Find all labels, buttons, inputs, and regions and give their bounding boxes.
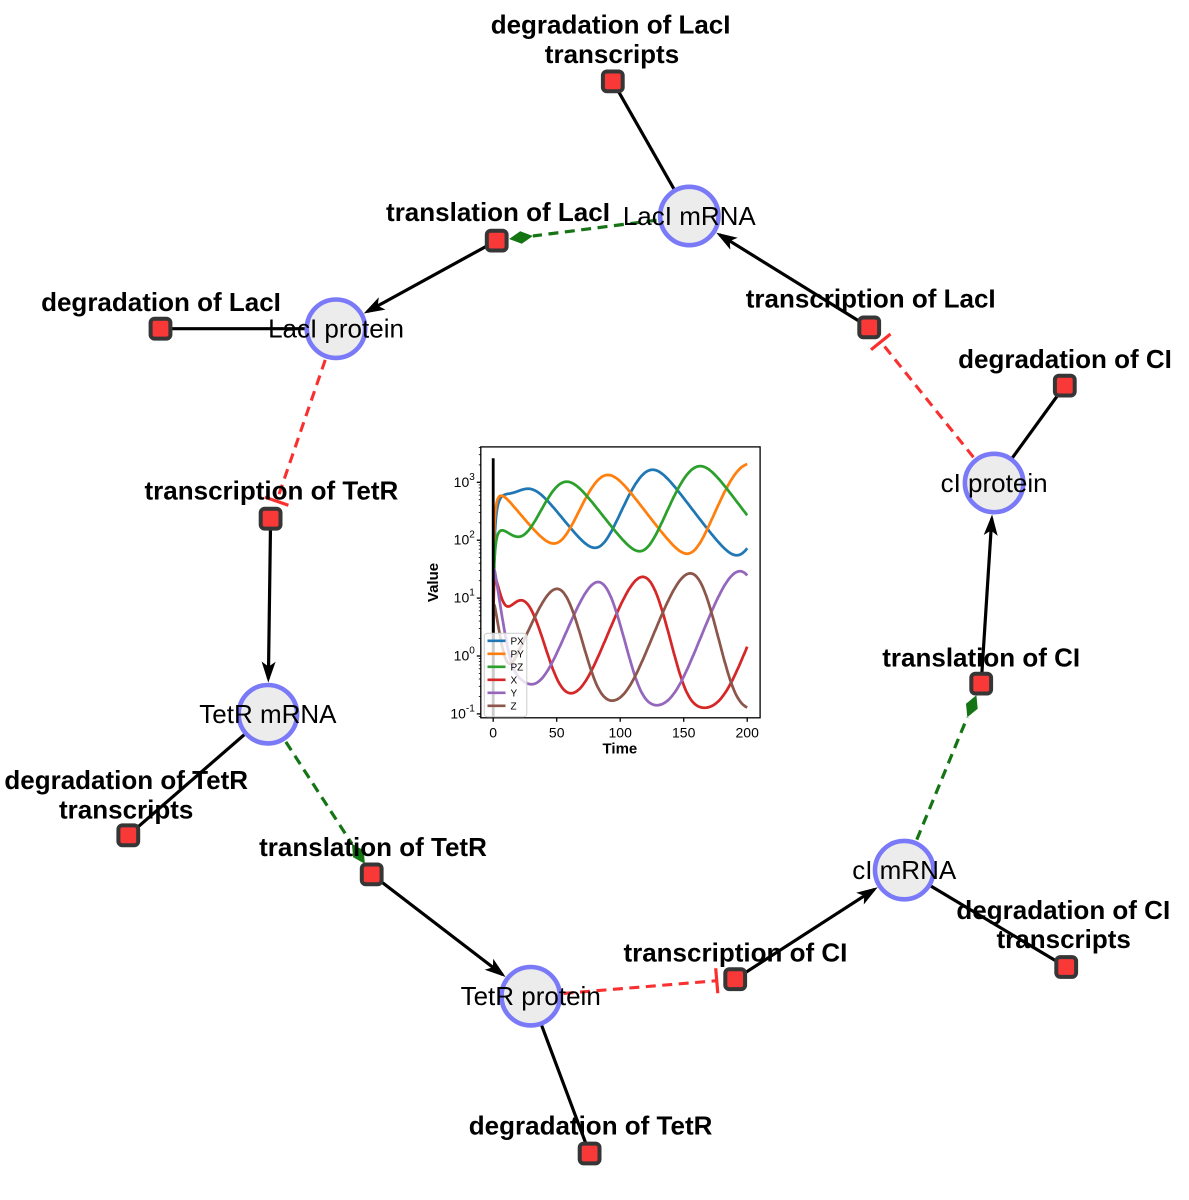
svg-text:LacI mRNA: LacI mRNA <box>623 201 757 231</box>
svg-text:transcription of CI: transcription of CI <box>623 938 847 968</box>
svg-text:Value: Value <box>425 563 442 602</box>
svg-text:103: 103 <box>454 472 476 490</box>
svg-text:degradation of TetR: degradation of TetR <box>4 765 248 795</box>
svg-text:transcripts: transcripts <box>545 39 679 69</box>
svg-text:PY: PY <box>511 649 525 660</box>
svg-text:translation of TetR: translation of TetR <box>259 832 487 862</box>
svg-text:transcription of LacI: transcription of LacI <box>746 283 996 313</box>
svg-text:translation of CI: translation of CI <box>882 643 1080 673</box>
svg-text:102: 102 <box>454 530 476 548</box>
svg-text:100: 100 <box>454 646 476 664</box>
svg-text:degradation of TetR: degradation of TetR <box>469 1111 713 1141</box>
svg-text:X: X <box>511 675 518 686</box>
svg-text:LacI protein: LacI protein <box>268 314 404 344</box>
svg-text:0: 0 <box>489 725 497 741</box>
svg-text:50: 50 <box>549 725 565 741</box>
svg-text:degradation of CI: degradation of CI <box>958 344 1172 374</box>
svg-text:transcription of TetR: transcription of TetR <box>145 475 399 505</box>
svg-text:degradation of LacI: degradation of LacI <box>491 9 731 39</box>
svg-text:Z: Z <box>511 701 517 712</box>
svg-text:Time: Time <box>603 741 638 758</box>
svg-text:Y: Y <box>511 688 518 699</box>
svg-text:degradation of LacI: degradation of LacI <box>41 287 281 317</box>
svg-text:10-1: 10-1 <box>450 703 475 721</box>
svg-text:translation of LacI: translation of LacI <box>386 197 610 227</box>
svg-text:cI mRNA: cI mRNA <box>852 855 957 885</box>
svg-text:transcripts: transcripts <box>59 795 193 825</box>
svg-text:200: 200 <box>736 725 760 741</box>
svg-text:transcripts: transcripts <box>997 924 1131 954</box>
svg-text:100: 100 <box>609 725 633 741</box>
svg-text:cI protein: cI protein <box>941 468 1048 498</box>
svg-text:TetR mRNA: TetR mRNA <box>199 699 337 729</box>
svg-text:PZ: PZ <box>511 662 524 673</box>
svg-text:TetR protein: TetR protein <box>461 981 601 1011</box>
svg-text:PX: PX <box>511 636 525 647</box>
svg-text:101: 101 <box>454 588 476 606</box>
svg-text:degradation of CI: degradation of CI <box>956 895 1170 925</box>
svg-text:150: 150 <box>672 725 696 741</box>
